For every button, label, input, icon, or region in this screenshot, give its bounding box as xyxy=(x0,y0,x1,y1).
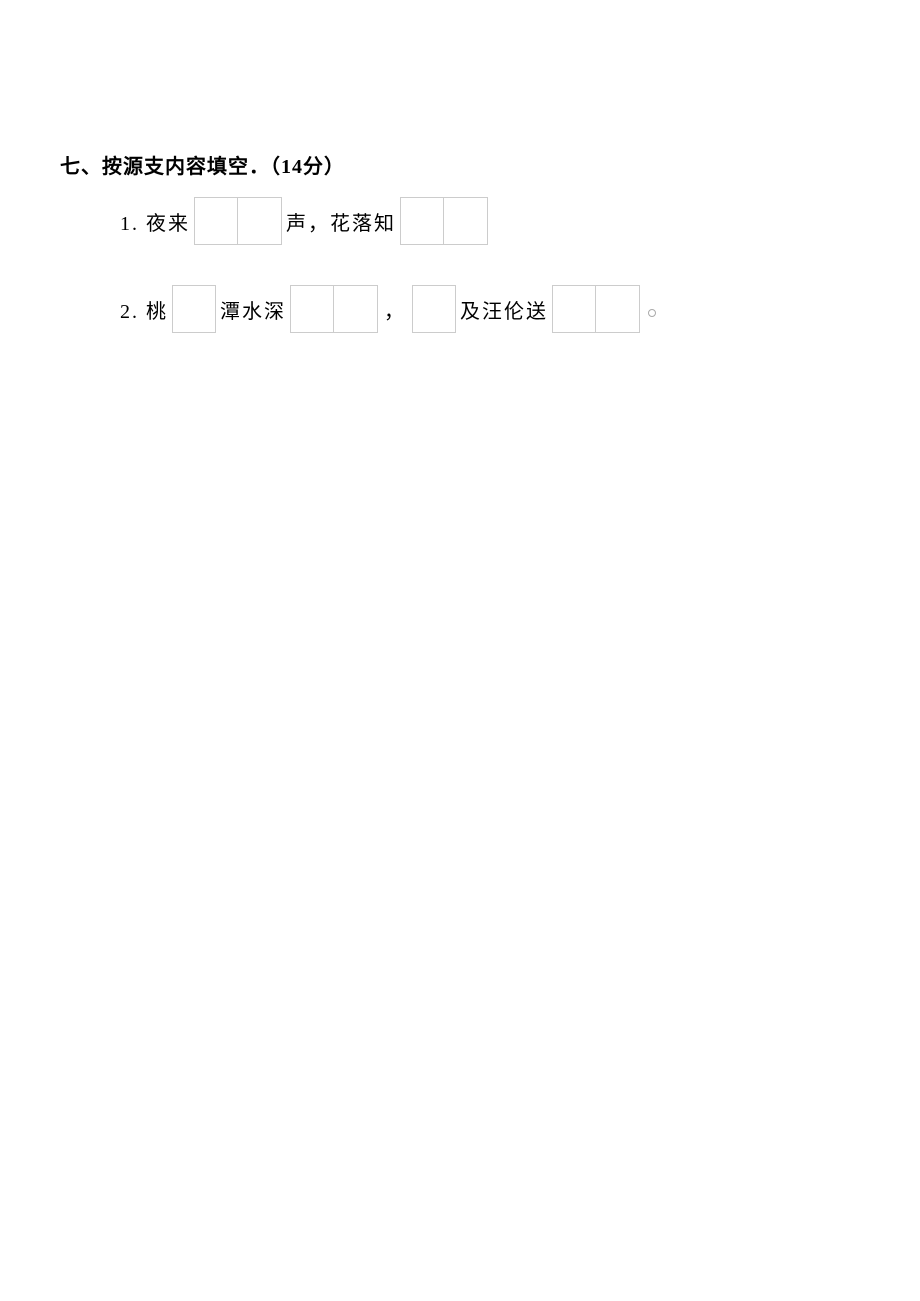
q1-text-b: 声，花落知 xyxy=(286,207,396,236)
answer-box[interactable] xyxy=(290,285,334,333)
q1-box-group-a xyxy=(194,197,282,245)
period-icon xyxy=(648,309,656,317)
answer-box[interactable] xyxy=(238,197,282,245)
answer-box[interactable] xyxy=(412,285,456,333)
q2-box-group-c xyxy=(412,285,456,333)
q2-text-a: 2. 桃 xyxy=(120,295,168,324)
section-title: 七、按源支内容填空．（14分） xyxy=(60,150,860,179)
q1-text-a: 1. 夜来 xyxy=(120,207,190,236)
q2-box-group-d xyxy=(552,285,640,333)
answer-box[interactable] xyxy=(400,197,444,245)
q2-box-group-b xyxy=(290,285,378,333)
q1-box-group-b xyxy=(400,197,488,245)
answer-box[interactable] xyxy=(552,285,596,333)
q2-box-group-a xyxy=(172,285,216,333)
question-2: 2. 桃 潭水深 ， 及汪伦送 xyxy=(120,285,860,333)
answer-box[interactable] xyxy=(596,285,640,333)
answer-box[interactable] xyxy=(194,197,238,245)
answer-box[interactable] xyxy=(172,285,216,333)
q2-punct-comma: ， xyxy=(384,295,406,324)
answer-box[interactable] xyxy=(444,197,488,245)
question-1: 1. 夜来 声，花落知 xyxy=(120,197,860,245)
q2-text-b: 潭水深 xyxy=(220,295,286,324)
q2-text-c: 及汪伦送 xyxy=(460,295,548,324)
answer-box[interactable] xyxy=(334,285,378,333)
